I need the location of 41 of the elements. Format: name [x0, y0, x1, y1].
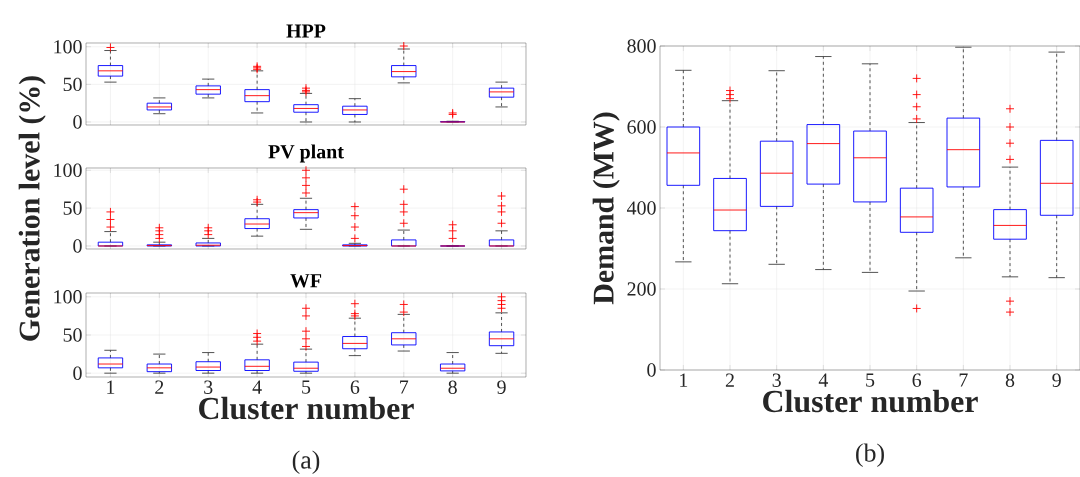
y-tick-label: 50 — [63, 77, 82, 92]
x-tick-label: 3 — [772, 373, 781, 387]
y-tick-label: 50 — [63, 201, 82, 215]
x-tick-label: 1 — [107, 380, 115, 394]
y-tick-label: 50 — [63, 328, 82, 342]
chart-title: WF — [290, 274, 322, 288]
x-tick-label: 5 — [302, 380, 311, 394]
x-tick-label: 9 — [1052, 373, 1061, 387]
chart-title: PV plant — [268, 144, 344, 163]
x-tick-label: 2 — [155, 380, 164, 394]
x-tick-label: 5 — [866, 373, 875, 387]
x-tick-label: 4 — [252, 380, 262, 394]
x-tick-label: 1 — [680, 373, 688, 387]
text: (b) — [856, 443, 884, 468]
y-axis-title: Demand (MW) — [592, 112, 620, 305]
y-tick-label: 100 — [54, 290, 82, 304]
y-tick-label: 400 — [626, 201, 656, 215]
y-tick-label: 0 — [73, 366, 82, 380]
y-tick-label: 200 — [627, 282, 656, 296]
y-tick-label: 0 — [73, 239, 82, 253]
text: (a) — [292, 450, 320, 475]
x-tick-label: 7 — [400, 380, 409, 394]
x-tick-label: 6 — [912, 373, 922, 387]
y-tick-label: 600 — [627, 120, 656, 134]
y-tick-label: 100 — [54, 40, 82, 54]
y-tick-label: 0 — [647, 363, 656, 377]
y-tick-label: 800 — [627, 39, 656, 53]
x-axis-title: Cluster number — [199, 396, 414, 420]
x-tick-label: 9 — [497, 380, 506, 394]
x-tick-label: 3 — [204, 380, 213, 394]
x-tick-label: 8 — [1005, 373, 1015, 387]
x-tick-label: 2 — [725, 373, 734, 387]
x-axis-title: Cluster number — [763, 389, 978, 413]
x-tick-label: 6 — [350, 380, 360, 394]
y-tick-label: 100 — [54, 163, 82, 177]
chart-title: HPP — [286, 24, 326, 38]
x-tick-label: 8 — [448, 380, 457, 394]
y-tick-label: 0 — [73, 115, 82, 129]
x-tick-label: 7 — [959, 373, 968, 387]
y-axis-title: Generation level (%) — [18, 76, 46, 341]
x-tick-label: 4 — [818, 373, 829, 387]
